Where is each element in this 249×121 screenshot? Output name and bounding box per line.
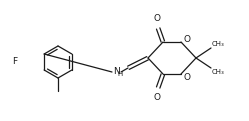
Text: CH₃: CH₃ bbox=[212, 41, 225, 47]
Text: O: O bbox=[184, 72, 191, 82]
Text: CH₃: CH₃ bbox=[212, 69, 225, 75]
Text: O: O bbox=[153, 14, 161, 23]
Text: O: O bbox=[184, 34, 191, 44]
Text: H: H bbox=[118, 71, 123, 77]
Text: N: N bbox=[113, 68, 120, 76]
Text: F: F bbox=[12, 57, 17, 67]
Text: O: O bbox=[153, 93, 161, 102]
